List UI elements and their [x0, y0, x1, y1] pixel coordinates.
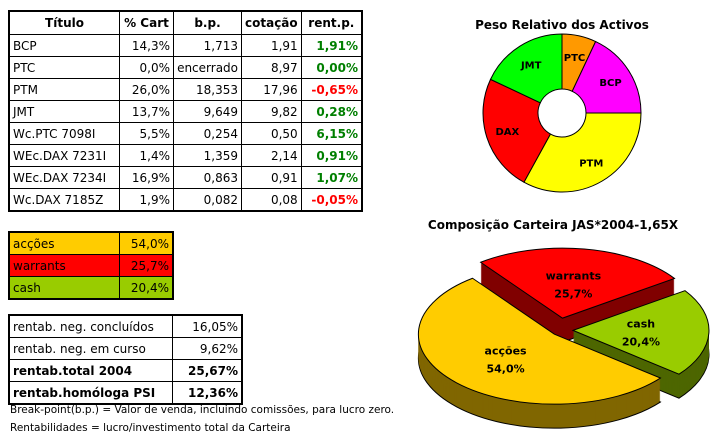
- donut-slice-dax: [482, 78, 552, 183]
- donut-slice-ptm: [523, 112, 642, 193]
- holding-row: JMT 13,7% 9,649 9,82 0,28%: [8, 100, 363, 123]
- note-rentabilidades: Rentabilidades = lucro/investimento tota…: [10, 422, 291, 434]
- returns-value: 16,05%: [172, 314, 243, 338]
- cell-rent: 0,91%: [300, 144, 363, 167]
- allocation-row: acções 54,0%: [8, 231, 174, 255]
- allocation-value: 20,4%: [119, 276, 174, 300]
- pie3d-slice-warrants: [479, 247, 676, 319]
- cell-cart: 14,3%: [119, 34, 174, 57]
- holdings-table: Título % Cart b.p. cotação rent.p. BCP 14…: [8, 10, 363, 212]
- returns-row: rentab. neg. concluídos 16,05%: [8, 314, 243, 338]
- cell-bp: 9,649: [173, 100, 242, 123]
- allocation-label: warrants: [8, 254, 120, 277]
- donut-chart-title: Peso Relativo dos Activos: [475, 18, 649, 32]
- allocation-value: 54,0%: [119, 231, 174, 255]
- cell-bp: 0,863: [173, 166, 242, 189]
- cell-bp: 1,713: [173, 34, 242, 57]
- allocation-row: warrants 25,7%: [8, 254, 174, 277]
- holdings-header-row: Título % Cart b.p. cotação rent.p.: [8, 10, 363, 35]
- returns-table: rentab. neg. concluídos 16,05% rentab. neg…: [8, 314, 243, 405]
- returns-label: rentab. neg. concluídos: [8, 314, 173, 338]
- pie3d-label: cash: [627, 318, 655, 331]
- header-cart: % Cart: [119, 10, 174, 35]
- cell-titulo: Wc.DAX 7185Z: [8, 188, 120, 212]
- cell-rent: 0,00%: [300, 56, 363, 79]
- cell-titulo: Wc.PTC 7098I: [8, 122, 120, 145]
- returns-label: rentab.homóloga PSI: [8, 381, 173, 405]
- pie3d-slice-acções: [417, 277, 662, 405]
- donut-label: DAX: [495, 127, 519, 138]
- pie3d-value: 25,7%: [554, 288, 592, 301]
- cell-cart: 5,5%: [119, 122, 174, 145]
- pie3d-label: warrants: [546, 270, 602, 283]
- cell-titulo: PTM: [8, 78, 120, 101]
- holding-row: BCP 14,3% 1,713 1,91 1,91%: [8, 34, 363, 57]
- pie3d-value: 20,4%: [622, 336, 660, 349]
- returns-row: rentab.total 2004 25,67%: [8, 359, 243, 382]
- allocation-row: cash 20,4%: [8, 276, 174, 300]
- returns-label: rentab.total 2004: [8, 359, 173, 382]
- cell-titulo: WEc.DAX 7234I: [8, 166, 120, 189]
- donut-slice-jmt: [489, 33, 563, 104]
- cell-cart: 1,9%: [119, 188, 174, 212]
- allocation-table: acções 54,0% warrants 25,7% cash 20,4%: [8, 231, 174, 300]
- donut-label: PTM: [579, 158, 603, 169]
- returns-label: rentab. neg. em curso: [8, 337, 173, 360]
- pie3d-label: acções: [485, 345, 527, 358]
- cell-cotacao: 2,14: [241, 144, 302, 167]
- donut-label: PTC: [564, 53, 586, 64]
- allocation-value: 25,7%: [119, 254, 174, 277]
- returns-row: rentab.homóloga PSI 12,36%: [8, 381, 243, 405]
- cell-rent: 1,07%: [300, 166, 363, 189]
- cell-bp: 0,082: [173, 188, 242, 212]
- allocation-label: cash: [8, 276, 120, 300]
- returns-value: 25,67%: [172, 359, 243, 382]
- header-bp: b.p.: [173, 10, 242, 35]
- holding-row: WEc.DAX 7231I 1,4% 1,359 2,14 0,91%: [8, 144, 363, 167]
- cell-rent: 6,15%: [300, 122, 363, 145]
- note-break-point: Break-point(b.p.) = Valor de venda, incl…: [10, 404, 395, 416]
- donut-slice-bcp: [571, 40, 642, 114]
- donut-label: BCP: [599, 78, 621, 89]
- cell-cotacao: 0,08: [241, 188, 302, 212]
- cell-cart: 16,9%: [119, 166, 174, 189]
- cell-rent: 1,91%: [300, 34, 363, 57]
- cell-rent: 0,28%: [300, 100, 363, 123]
- returns-value: 12,36%: [172, 381, 243, 405]
- cell-cotacao: 0,50: [241, 122, 302, 145]
- holding-row: WEc.DAX 7234I 16,9% 0,863 0,91 1,07%: [8, 166, 363, 189]
- pie3d-slice-cash: [571, 290, 710, 375]
- cell-cart: 13,7%: [119, 100, 174, 123]
- cell-cotacao: 17,96: [241, 78, 302, 101]
- donut-label: JMT: [520, 60, 542, 71]
- cell-cotacao: 8,97: [241, 56, 302, 79]
- returns-row: rentab. neg. em curso 9,62%: [8, 337, 243, 360]
- pie3d-value: 54,0%: [486, 363, 524, 376]
- cell-rent: -0,05%: [300, 188, 363, 212]
- holding-row: Wc.DAX 7185Z 1,9% 0,082 0,08 -0,05%: [8, 188, 363, 212]
- cell-cotacao: 9,82: [241, 100, 302, 123]
- pie3d-chart-title: Composição Carteira JAS*2004-1,65X: [427, 218, 679, 232]
- holding-row: Wc.PTC 7098I 5,5% 0,254 0,50 6,15%: [8, 122, 363, 145]
